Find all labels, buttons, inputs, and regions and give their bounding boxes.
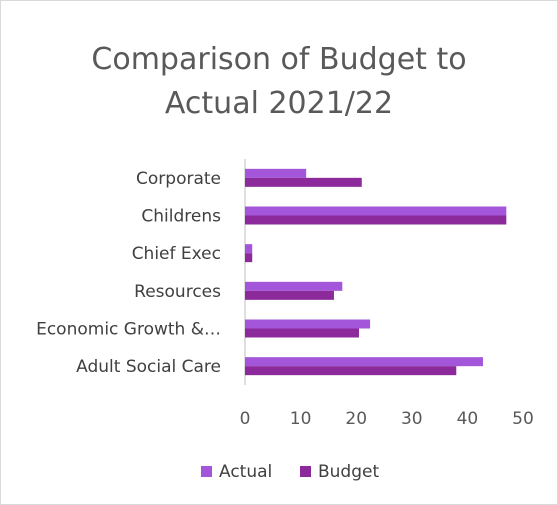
x-tick-label: 40 [457,409,479,429]
bar-actual [245,281,343,291]
chart-title-line-2: Actual 2021/22 [165,86,393,121]
category-label: Resources [134,282,221,302]
bar-actual [245,357,483,367]
bar-budget [245,253,253,263]
category-label: Economic Growth &… [36,320,221,340]
bar-actual [245,244,253,254]
x-tick-label: 20 [345,409,367,429]
bars-group [245,168,507,376]
x-tick-labels: 0 10 20 30 40 50 [240,409,534,429]
legend: Actual Budget [201,462,379,482]
legend-swatch-actual [201,466,212,477]
category-label: Corporate [136,169,221,189]
bar-budget [245,328,359,338]
legend-swatch-budget [300,466,311,477]
x-tick-label: 10 [290,409,312,429]
x-tick-label: 50 [512,409,534,429]
bar-budget [245,177,362,187]
category-label: Chief Exec [132,244,221,264]
legend-label-budget: Budget [318,462,379,482]
bar-budget [245,215,507,225]
category-label: Adult Social Care [76,357,221,377]
bar-actual [245,319,371,329]
bar-actual [245,168,307,178]
bar-budget [245,366,457,376]
bar-actual [245,206,507,216]
chart-title-line-1: Comparison of Budget to [91,42,466,77]
category-label: Childrens [141,207,221,227]
x-tick-label: 0 [240,409,251,429]
category-labels: Corporate Childrens Chief Exec Resources Eco… [36,169,221,377]
legend-label-actual: Actual [219,462,272,482]
bar-budget [245,290,334,300]
x-tick-label: 30 [401,409,423,429]
